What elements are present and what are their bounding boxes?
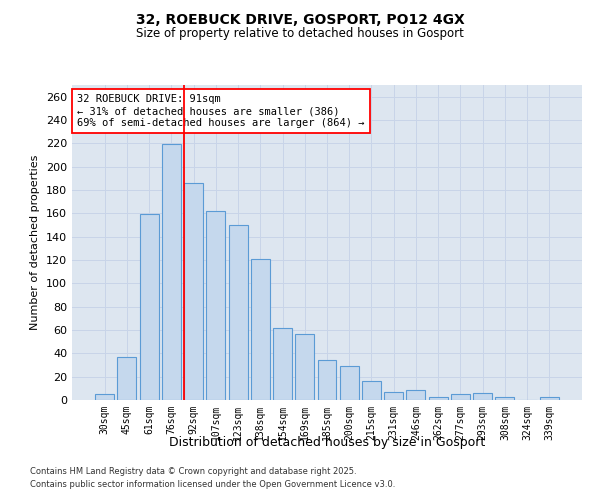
Text: 32, ROEBUCK DRIVE, GOSPORT, PO12 4GX: 32, ROEBUCK DRIVE, GOSPORT, PO12 4GX	[136, 12, 464, 26]
Bar	[184, 183, 203, 400]
Bar	[162, 144, 181, 400]
Bar	[429, 396, 448, 400]
Bar	[118, 357, 136, 400]
Bar	[273, 328, 292, 400]
Bar	[473, 393, 492, 400]
Bar	[496, 396, 514, 400]
Text: Contains HM Land Registry data © Crown copyright and database right 2025.: Contains HM Land Registry data © Crown c…	[30, 467, 356, 476]
Text: Contains public sector information licensed under the Open Government Licence v3: Contains public sector information licen…	[30, 480, 395, 489]
Y-axis label: Number of detached properties: Number of detached properties	[31, 155, 40, 330]
Bar	[406, 390, 425, 400]
Bar	[317, 360, 337, 400]
Bar	[451, 394, 470, 400]
Bar	[295, 334, 314, 400]
Bar	[140, 214, 158, 400]
Bar	[229, 225, 248, 400]
Text: Size of property relative to detached houses in Gosport: Size of property relative to detached ho…	[136, 28, 464, 40]
Bar	[95, 394, 114, 400]
Bar	[206, 211, 225, 400]
Text: 32 ROEBUCK DRIVE: 91sqm
← 31% of detached houses are smaller (386)
69% of semi-d: 32 ROEBUCK DRIVE: 91sqm ← 31% of detache…	[77, 94, 365, 128]
Bar	[251, 259, 270, 400]
Bar	[540, 396, 559, 400]
Text: Distribution of detached houses by size in Gosport: Distribution of detached houses by size …	[169, 436, 485, 449]
Bar	[362, 382, 381, 400]
Bar	[340, 366, 359, 400]
Bar	[384, 392, 403, 400]
